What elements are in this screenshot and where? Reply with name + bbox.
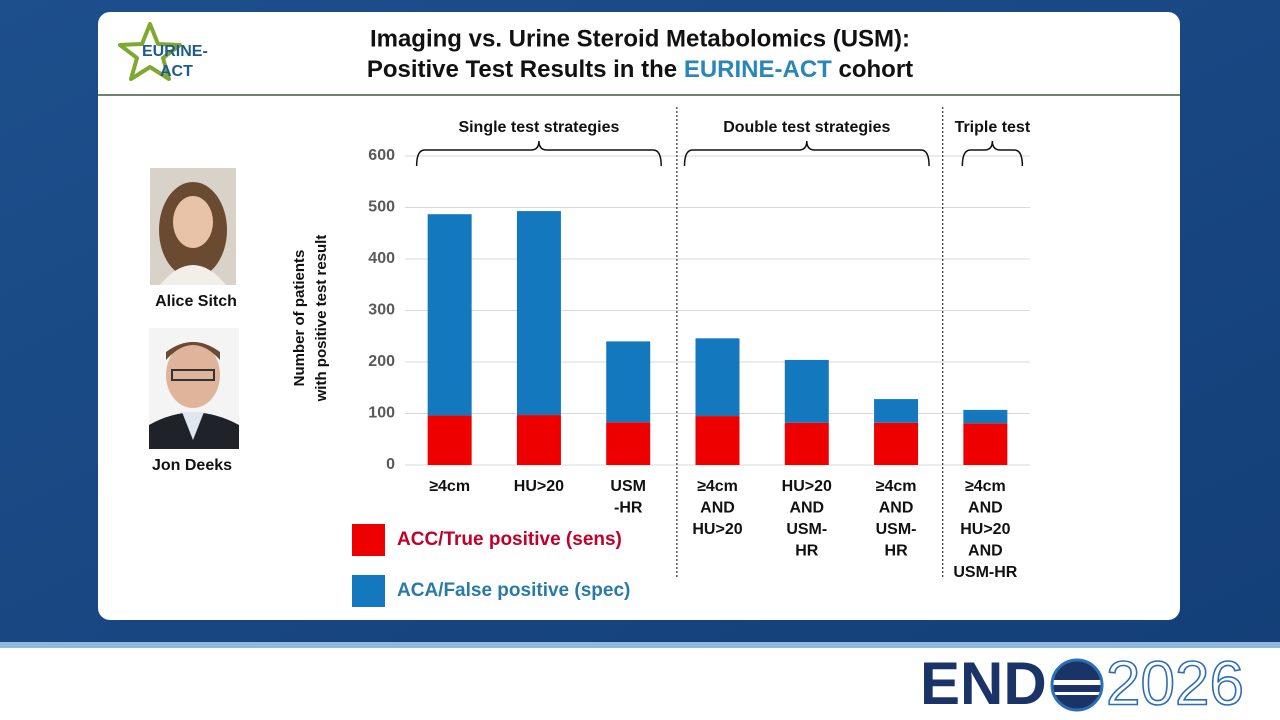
bar-segment [784,422,829,465]
footer-stripe [0,642,1280,648]
group-label: Double test strategies [723,119,890,136]
person-name: Alice Sitch [155,293,237,310]
photo [149,328,239,449]
logo-star [118,22,182,81]
title: Positive Test Results in the EURINE-ACT … [367,56,913,83]
y-tick-label: 200 [368,353,395,370]
group-brace [415,140,662,167]
y-axis-label: Number of patients [291,250,308,387]
x-tick-label: HR [885,543,909,560]
y-tick-label: 400 [368,250,395,267]
title-part: cohort [838,56,913,83]
group-label: Triple test [955,119,1031,136]
bar-segment [427,415,472,465]
legend-swatch [352,575,385,607]
bar-segment [874,399,919,423]
y-tick-label: 300 [368,302,395,319]
logo-text: EURINE- [142,43,208,60]
x-tick-label: AND [968,500,1003,517]
title-part: Positive Test Results in the [367,56,677,83]
bar-segment [516,211,561,416]
x-tick-label: HR [795,543,819,560]
photo [150,168,236,285]
person-name: Jon Deeks [152,457,232,474]
x-tick-label: HU>20 [782,478,832,495]
bar-segment [695,416,740,465]
x-tick-label: ≥4cm [429,478,470,495]
bar-segment [784,359,829,423]
bar-segment [606,341,651,423]
title: Imaging vs. Urine Steroid Metabolomics (… [370,25,910,52]
footer-brand: END [920,650,1047,717]
bar-segment [516,415,561,465]
x-tick-label: USM [610,478,646,495]
group-brace [683,140,930,167]
y-tick-label: 600 [368,147,395,164]
x-tick-label: ≥4cm [965,478,1006,495]
bar-segment [874,422,919,465]
group-label: Single test strategies [458,119,619,136]
x-tick-label: ≥4cm [697,478,738,495]
card [98,12,1180,620]
bar-segment [606,422,651,465]
x-tick-label: HU>20 [514,478,564,495]
x-tick-label: USM-HR [953,564,1017,581]
x-tick-label: -HR [614,500,643,517]
y-axis-label: with positive test result [313,235,330,403]
x-tick-label: ≥4cm [876,478,917,495]
x-tick-label: AND [700,500,735,517]
group-brace [961,140,1024,167]
x-tick-label: USM- [786,521,827,538]
legend-label: ACC/True positive (sens) [397,529,622,550]
y-tick-label: 0 [386,456,395,473]
bar-segment [963,409,1008,424]
y-tick-label: 500 [368,199,395,216]
x-tick-label: AND [879,500,914,517]
x-tick-label: HU>20 [692,521,742,538]
y-tick-label: 100 [368,405,395,422]
legend-swatch [352,524,385,556]
logo-text: ACT [160,63,193,80]
x-tick-label: AND [968,543,1003,560]
bar-segment [963,423,1008,465]
x-tick-label: AND [789,500,824,517]
x-tick-label: HU>20 [960,521,1010,538]
footer-year: 2026 [1106,649,1244,718]
bar-segment [427,214,472,416]
bar-segment [695,338,740,417]
x-tick-label: USM- [876,521,917,538]
legend-label: ACA/False positive (spec) [397,580,630,601]
footer-globe [1050,658,1104,712]
title-highlight: EURINE-ACT [684,56,832,83]
